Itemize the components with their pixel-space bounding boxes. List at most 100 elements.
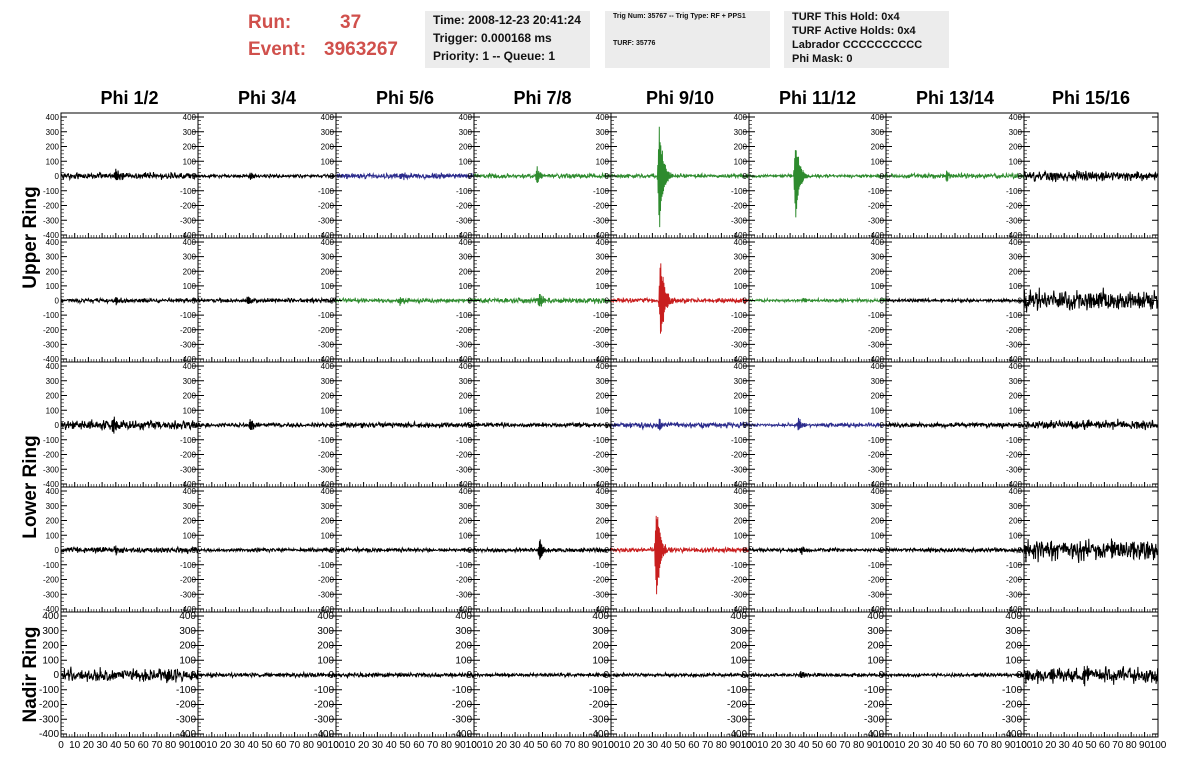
panel-r2-c6-ytick-label-300: 300 [734, 253, 748, 262]
panel-r3-c4-ytick-label-100: 100 [459, 406, 473, 415]
panel-r5-c5-ytick-label-200: 200 [592, 641, 609, 652]
trigger-line: Trigger: 0.000168 ms [433, 31, 552, 45]
panel-r4-c2-ytick-label-400: 400 [183, 487, 197, 496]
panel-r5-c6-xtick-label-30: 30 [785, 740, 797, 751]
panel-r5-c4-xtick-label-30: 30 [510, 740, 522, 751]
panel-r5-c6-xtick-label-50: 50 [812, 740, 824, 751]
panel-r5-c1-xtick-label-90: 90 [179, 740, 191, 751]
panel-r5-c3-ytick-label--100: -100 [314, 685, 334, 696]
panel-r3-c6-ytick-label-300: 300 [734, 377, 748, 386]
panel-r3-c8-ytick-label--300: -300 [1006, 465, 1023, 474]
panel-r3-c4-trace [473, 421, 612, 430]
panel-r1-c1-ytick-label-300: 300 [46, 128, 60, 137]
panel-r3-c5-ytick-label-300: 300 [596, 377, 610, 386]
panel-r2-c8-ytick-label-100: 100 [1009, 282, 1023, 291]
panel-r5-c6-trace [748, 670, 887, 679]
panel-r1-c5-ytick-label--400: -400 [593, 231, 610, 240]
panel-r5-c5-ytick-label-400: 400 [592, 611, 609, 622]
panel-r1-c7-ytick-label-200: 200 [871, 143, 885, 152]
panel-r5-c4-ytick-label--400: -400 [452, 729, 472, 740]
panel-r5-c3-ytick-label--200: -200 [314, 700, 334, 711]
time-line: Time: 2008-12-23 20:41:24 [433, 13, 581, 27]
panel-r5-c5-xtick-label-60: 60 [688, 740, 700, 751]
event-label: Event: [248, 39, 307, 60]
panel-r2-c5-ytick-label--400: -400 [593, 355, 610, 364]
panel-r3-c2-ytick-label-300: 300 [183, 377, 197, 386]
panel-r1-c5-ytick-label--200: -200 [593, 202, 610, 211]
panel-r4-c1-ytick-label--400: -400 [43, 605, 60, 614]
panel-r1-c2-ytick-label-200: 200 [183, 143, 197, 152]
panel-r1-c4-ytick-label-100: 100 [459, 157, 473, 166]
panel-r4-c8-ytick-label-200: 200 [1009, 517, 1023, 526]
panel-r5-c4-xtick-label-0: 0 [471, 740, 477, 751]
panel-r5-c7-xtick-label-80: 80 [991, 740, 1003, 751]
panel-r1-c8-ytick-label-0: 0 [1018, 172, 1023, 181]
panel-r1-c8-ytick-label-300: 300 [1009, 128, 1023, 137]
panel-r5-c3-xtick-label-40: 40 [386, 740, 398, 751]
panel-r4-c4-trace [473, 539, 612, 560]
panel-r2-c8-ytick-label--400: -400 [1006, 355, 1023, 364]
panel-r1-c2-ytick-label-400: 400 [183, 113, 197, 122]
panel-r5-c5-xtick-label-30: 30 [647, 740, 659, 751]
panel-r3-c2-trace [197, 419, 337, 430]
panel-r2-c6-ytick-label--200: -200 [731, 326, 748, 335]
panel-r2-c8-ytick-label-300: 300 [1009, 253, 1023, 262]
panel-r3-c3-ytick-label--200: -200 [318, 451, 335, 460]
panel-r5-c5-xtick-label-0: 0 [608, 740, 614, 751]
panel-r3-c7-ytick-label--300: -300 [868, 465, 885, 474]
panel-r4-c8-ytick-label-400: 400 [1009, 487, 1023, 496]
panel-r4-c1-ytick-label--300: -300 [43, 590, 60, 599]
panel-r5-c6-ytick-label-300: 300 [730, 626, 747, 637]
panel-r2-c1-ytick-label-300: 300 [46, 253, 60, 262]
panel-r4-c3-ytick-label--200: -200 [318, 576, 335, 585]
panel-r1-c2-ytick-label--100: -100 [180, 187, 197, 196]
panel-r4-c1-ytick-label-200: 200 [46, 517, 60, 526]
panel-r4-c2-ytick-label--400: -400 [180, 605, 197, 614]
panel-r5-c4-xtick-label-10: 10 [482, 740, 494, 751]
panel-r5-c5-xtick-label-80: 80 [716, 740, 728, 751]
panel-r4-c1-ytick-label--200: -200 [43, 576, 60, 585]
panel-r5-c6-ytick-label-0: 0 [741, 670, 747, 681]
panel-r2-c6-ytick-label--300: -300 [731, 340, 748, 349]
panel-r5-c5-xtick-label-10: 10 [619, 740, 631, 751]
panel-r5-c3-xtick-label-20: 20 [358, 740, 370, 751]
panel-r2-c1-ytick-label-0: 0 [55, 297, 60, 306]
panel-r5-c7-xtick-label-20: 20 [908, 740, 920, 751]
ring-label-3: Nadir Ring [20, 626, 41, 722]
turf-info-box: TURF This Hold: 0x4 TURF Active Holds: 0… [784, 11, 949, 68]
turf-active-line: TURF Active Holds: 0x4 [792, 25, 916, 37]
panel-r2-c6-ytick-label-0: 0 [743, 297, 748, 306]
panel-r2-c5-ytick-label--200: -200 [593, 326, 610, 335]
panel-r1-c3-ytick-label-400: 400 [321, 113, 335, 122]
panel-r3-c5-ytick-label-100: 100 [596, 406, 610, 415]
panel-r3-c2-ytick-label--100: -100 [180, 436, 197, 445]
panel-r2-c8-ytick-label--200: -200 [1006, 326, 1023, 335]
panel-r5-c3-ytick-label--300: -300 [314, 714, 334, 725]
panel-r4-c3-ytick-label-300: 300 [321, 502, 335, 511]
panel-r4-c4-ytick-label-400: 400 [459, 487, 473, 496]
panel-r4-c7-trace [885, 546, 1025, 554]
panel-r5-c8-ytick-label-400: 400 [1005, 611, 1022, 622]
panel-r5-c6-xtick-label-10: 10 [757, 740, 769, 751]
panel-r3-c8-ytick-label-0: 0 [1018, 421, 1023, 430]
panel-r2-c3-ytick-label-300: 300 [321, 253, 335, 262]
panel-r5-c2-xtick-label-60: 60 [275, 740, 287, 751]
panel-r1-c8-ytick-label--300: -300 [1006, 216, 1023, 225]
panel-r5-c2-xtick-label-30: 30 [234, 740, 246, 751]
panel-r3-c6-ytick-label--100: -100 [731, 436, 748, 445]
panel-r5-c8-xtick-label-20: 20 [1045, 740, 1057, 751]
panel-r4-c5-ytick-label--100: -100 [593, 561, 610, 570]
panel-r5-c8-xtick-label-0: 0 [1021, 740, 1027, 751]
panel-r2-c3-ytick-label--200: -200 [318, 326, 335, 335]
panel-r5-c1-xtick-label-60: 60 [138, 740, 150, 751]
panel-r2-c8-ytick-label-200: 200 [1009, 267, 1023, 276]
turf-hold-line: TURF This Hold: 0x4 [792, 11, 900, 23]
panel-r4-c4-ytick-label--100: -100 [456, 561, 473, 570]
panel-r5-c7-xtick-label-50: 50 [949, 740, 961, 751]
panel-r4-c3-ytick-label-400: 400 [321, 487, 335, 496]
panel-r4-c4-ytick-label-200: 200 [459, 517, 473, 526]
panel-r5-c7-xtick-label-90: 90 [1005, 740, 1017, 751]
panel-r4-c5-ytick-label-100: 100 [596, 531, 610, 540]
panel-r5-c6-ytick-label-400: 400 [730, 611, 747, 622]
panel-r5-c2-xtick-label-80: 80 [303, 740, 315, 751]
